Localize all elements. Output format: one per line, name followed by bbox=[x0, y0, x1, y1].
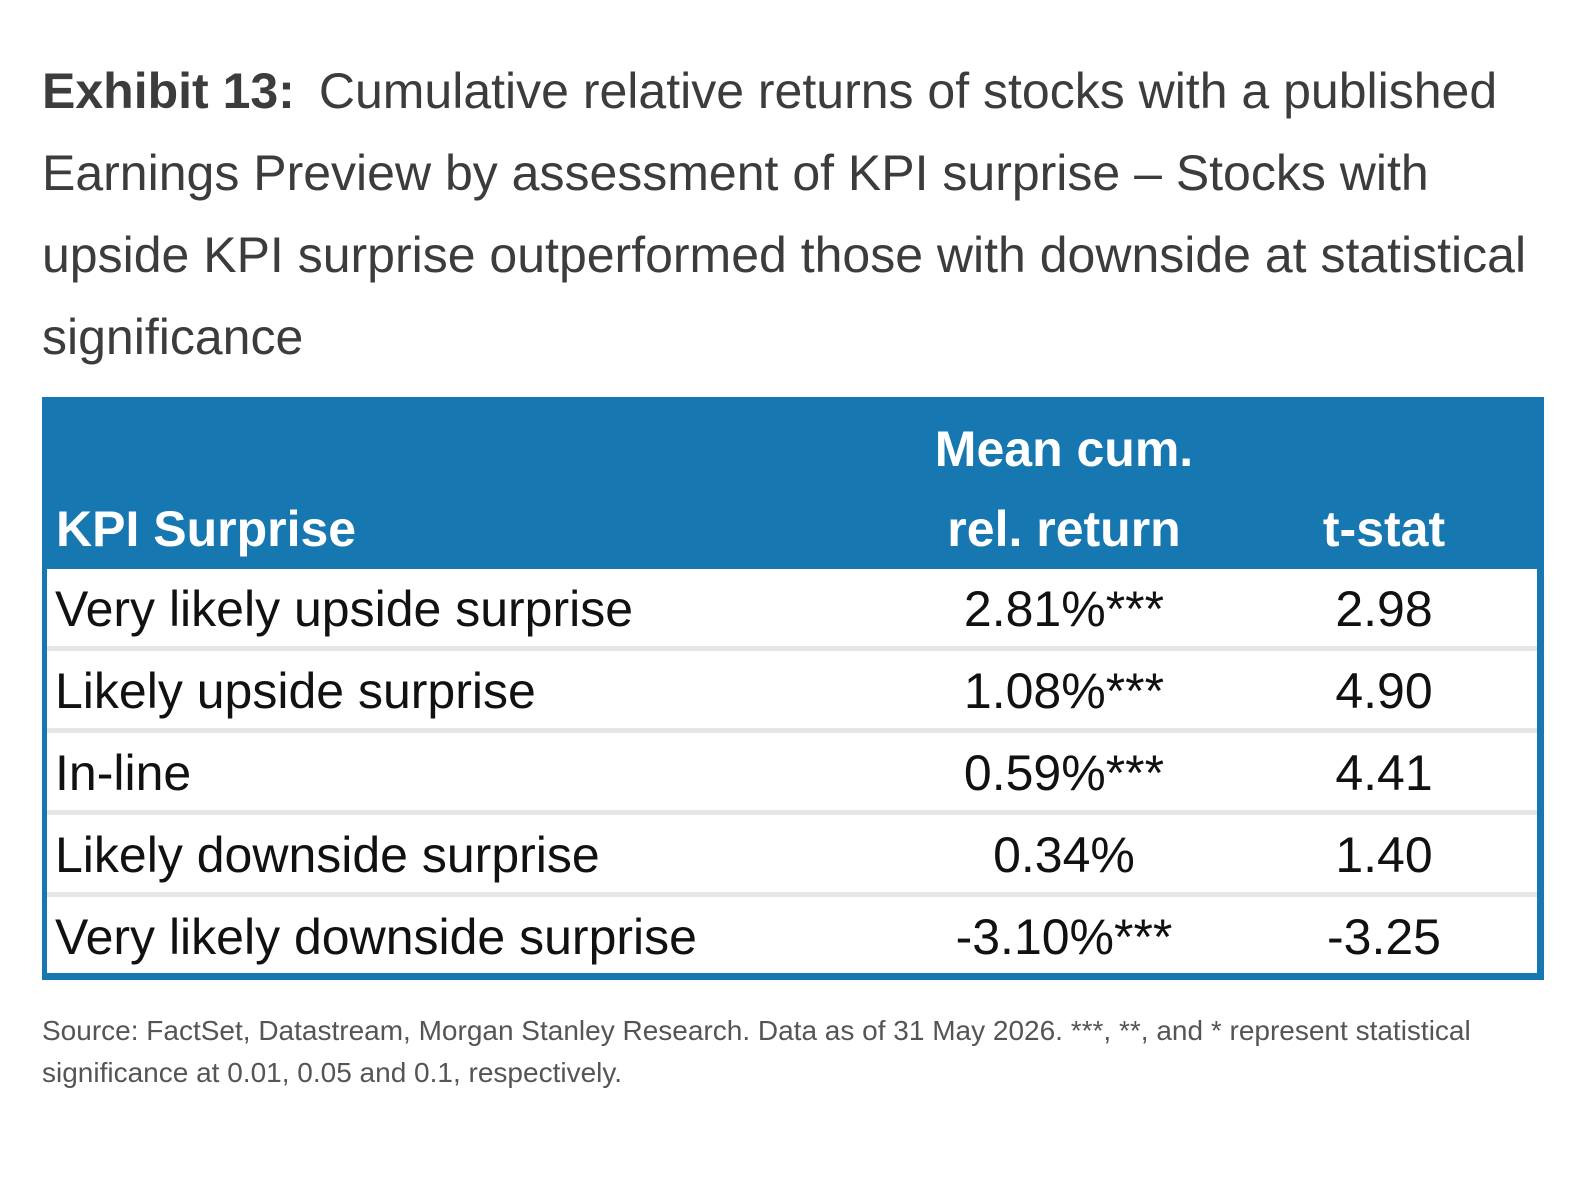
table-header: KPI Surprise Mean cum. rel. return t-sta… bbox=[42, 397, 1544, 569]
kpi-cell: In-line bbox=[55, 745, 192, 801]
header-mean-line1: Mean cum. bbox=[934, 421, 1194, 477]
kpi-cell: Very likely downside surprise bbox=[55, 909, 697, 965]
source-note: Source: FactSet, Datastream, Morgan Stan… bbox=[42, 1015, 1471, 1088]
header-t-stat: t-stat bbox=[1322, 501, 1446, 557]
tstat-cell: -3.25 bbox=[1327, 909, 1441, 965]
table-body: Very likely upside surprise 2.81%*** 2.9… bbox=[47, 569, 1537, 973]
table-row: Very likely downside surprise -3.10%*** … bbox=[47, 897, 1537, 974]
table-row: Very likely upside surprise 2.81%*** 2.9… bbox=[47, 569, 1537, 651]
header-mean-line2: rel. return bbox=[947, 501, 1181, 557]
return-cell: 2.81%*** bbox=[963, 581, 1165, 637]
table-row: Likely downside surprise 0.34% 1.40 bbox=[47, 815, 1537, 897]
return-cell: 0.34% bbox=[993, 827, 1135, 883]
return-cell: 1.08%*** bbox=[963, 663, 1165, 719]
exhibit-title: Exhibit 13: Cumulative relative returns o… bbox=[42, 50, 1542, 378]
tstat-cell: 2.98 bbox=[1335, 581, 1433, 637]
return-cell: -3.10%*** bbox=[955, 909, 1173, 965]
tstat-cell: 4.90 bbox=[1335, 663, 1433, 719]
kpi-cell: Very likely upside surprise bbox=[55, 581, 634, 637]
tstat-cell: 4.41 bbox=[1335, 745, 1433, 801]
return-cell: 0.59%*** bbox=[963, 745, 1165, 801]
exhibit-title-text: Cumulative relative returns of stocks wi… bbox=[42, 63, 1527, 365]
kpi-cell: Likely downside surprise bbox=[55, 827, 600, 883]
kpi-surprise-table: KPI Surprise Mean cum. rel. return t-sta… bbox=[42, 397, 1544, 980]
exhibit-label: Exhibit 13: bbox=[42, 63, 295, 119]
tstat-cell: 1.40 bbox=[1335, 827, 1433, 883]
kpi-cell: Likely upside surprise bbox=[55, 663, 536, 719]
table-row: Likely upside surprise 1.08%*** 4.90 bbox=[47, 651, 1537, 733]
header-mean-return: Mean cum. rel. return bbox=[882, 409, 1246, 569]
header-kpi-surprise: KPI Surprise bbox=[56, 501, 357, 557]
table-row: In-line 0.59%*** 4.41 bbox=[47, 733, 1537, 815]
